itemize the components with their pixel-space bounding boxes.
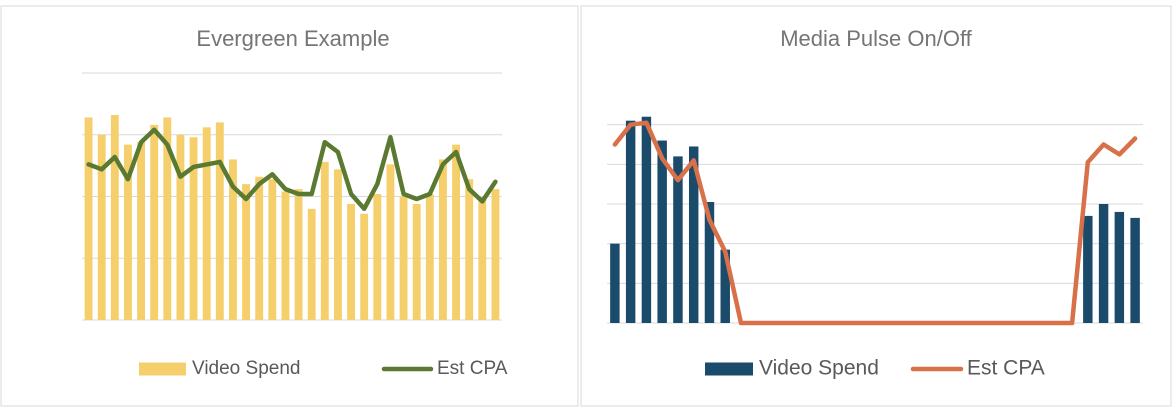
bar: [268, 179, 277, 320]
legend-swatch: [705, 362, 753, 376]
bar: [334, 169, 342, 320]
bar: [1114, 211, 1125, 323]
bar: [97, 134, 106, 320]
bar: [202, 127, 211, 320]
bar: [688, 146, 699, 323]
legend-label: Est CPA: [967, 357, 1045, 380]
bar: [625, 120, 636, 323]
bar: [478, 196, 487, 320]
bar: [1098, 204, 1109, 323]
bar: [110, 114, 119, 321]
legend-swatch: [139, 362, 186, 376]
bar: [657, 140, 667, 323]
bar: [465, 179, 474, 320]
line: [612, 120, 1138, 326]
bar: [124, 144, 132, 320]
bar: [229, 159, 237, 320]
bar: [242, 184, 250, 320]
bar: [412, 203, 421, 320]
bar: [1083, 215, 1093, 323]
bar: [150, 124, 159, 321]
bar: [1130, 217, 1140, 323]
legend-label: Video Spend: [759, 357, 879, 380]
legend-label: Video Spend: [192, 358, 300, 379]
bar: [491, 189, 500, 320]
bar: [84, 117, 93, 321]
bar: [255, 176, 264, 320]
bar: [373, 194, 382, 320]
bar: [610, 243, 620, 323]
chart-title: Media Pulse On/Off: [780, 26, 972, 51]
bar: [281, 191, 290, 320]
bar: [386, 164, 395, 320]
bar: [215, 122, 224, 321]
bar: [163, 117, 172, 321]
bar: [347, 203, 355, 320]
chart-title: Evergreen Example: [196, 26, 389, 51]
bar: [704, 202, 715, 323]
bar: [641, 116, 652, 323]
line: [86, 127, 498, 212]
bar: [360, 213, 369, 320]
bar: [189, 137, 198, 320]
bar: [137, 142, 145, 320]
bar: [399, 196, 408, 320]
bar: [673, 156, 683, 323]
bar: [294, 189, 303, 320]
bar: [320, 161, 329, 320]
bar: [307, 208, 316, 320]
bar: [425, 194, 434, 320]
bar: [439, 159, 447, 320]
legend-label: Est CPA: [437, 358, 508, 379]
bar: [176, 134, 185, 320]
bar: [452, 144, 460, 320]
bar: [720, 249, 730, 323]
